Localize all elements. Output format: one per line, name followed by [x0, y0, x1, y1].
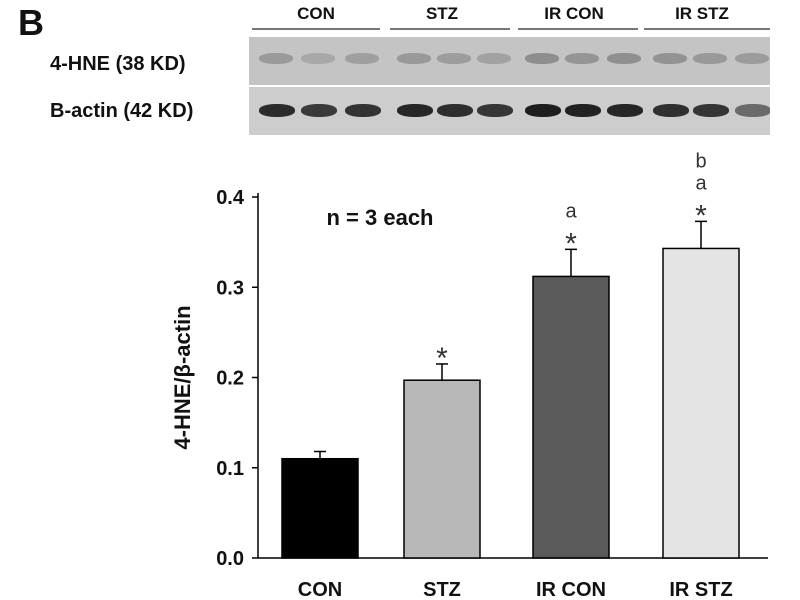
significance-letter: a [565, 200, 577, 222]
y-tick-label: 0.0 [216, 548, 244, 570]
blot-band-bactin [607, 104, 643, 117]
y-tick-label: 0.1 [216, 458, 244, 480]
blot-band-bactin [653, 104, 689, 117]
blot-band-4hne [259, 53, 293, 64]
blot-band-4hne [607, 53, 641, 64]
lane-header-stz: STZ [425, 4, 459, 23]
bar [662, 247, 740, 559]
blot-band-bactin [735, 104, 770, 117]
bar [281, 457, 359, 559]
lane-bracket-stz [390, 28, 510, 30]
significance-letter: a [695, 172, 707, 194]
blot-band-4hne [735, 53, 769, 64]
blot-band-4hne [477, 53, 511, 64]
blot-band-bactin [437, 104, 473, 117]
significance-asterisk: * [565, 227, 577, 260]
significance-asterisk: * [695, 199, 707, 232]
bar [532, 275, 610, 559]
blot-band-bactin [397, 104, 433, 117]
blot-band-4hne [437, 53, 471, 64]
blot-band-4hne [345, 53, 379, 64]
bar [403, 379, 481, 559]
lane-header-ir-con: IR CON [544, 4, 604, 23]
blot-band-bactin [565, 104, 601, 117]
blot-row-label-4hne: 4-HNE (38 KD) [50, 53, 186, 75]
blot-image-4hne [249, 37, 770, 85]
blot-image-bactin [249, 87, 770, 135]
x-tick-label: IR CON [536, 579, 606, 600]
blot-band-4hne [525, 53, 559, 64]
blot-band-4hne [693, 53, 727, 64]
y-tick-label: 0.2 [216, 368, 244, 390]
lane-header-con: CON [297, 4, 335, 23]
significance-asterisk: * [436, 342, 448, 375]
blot-band-bactin [477, 104, 513, 117]
blot-band-4hne [301, 53, 335, 64]
blot-band-bactin [345, 104, 381, 117]
significance-letter: b [695, 150, 706, 172]
x-tick-label: IR STZ [669, 579, 732, 600]
blot-band-bactin [525, 104, 561, 117]
n-annotation: n = 3 each [326, 205, 433, 230]
blot-band-4hne [653, 53, 687, 64]
blot-row-label-bactin: B-actin (42 KD) [50, 100, 194, 122]
blot-band-bactin [301, 104, 337, 117]
lane-bracket-ir-stz [644, 28, 770, 30]
y-tick-label: 0.3 [216, 277, 244, 299]
x-tick-label: CON [298, 579, 342, 600]
lane-bracket-con [252, 28, 380, 30]
lane-bracket-ir-con [518, 28, 638, 30]
lane-header-ir-stz: IR STZ [675, 4, 729, 23]
blot-band-bactin [693, 104, 729, 117]
y-axis-label: 4-HNE/β-actin [170, 305, 195, 449]
y-tick-label: 0.4 [216, 187, 245, 209]
blot-band-4hne [397, 53, 431, 64]
panel-label: B [18, 2, 44, 43]
x-tick-label: STZ [423, 579, 461, 600]
blot-band-4hne [565, 53, 599, 64]
blot-band-bactin [259, 104, 295, 117]
